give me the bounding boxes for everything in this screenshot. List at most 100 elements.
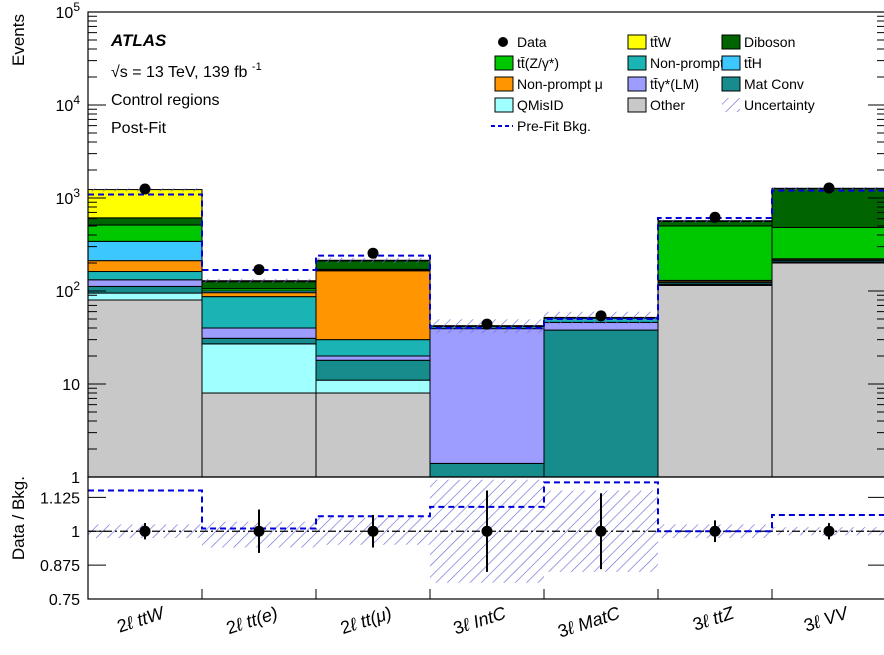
energy-label: √s = 13 TeV, 139 fb -1 (111, 61, 262, 81)
ratio-point (824, 526, 835, 537)
x-category-name: ℓ ttW (123, 602, 168, 634)
ratio-y-axis-title: Data / Bkg. (9, 476, 28, 560)
y-tick-label: 1 (71, 470, 80, 487)
legend-item: Mat Conv (722, 76, 804, 92)
legend-swatch (628, 77, 646, 91)
ratio-y-tick-label: 1 (71, 524, 80, 541)
x-category-label: 2ℓ ttW (115, 602, 169, 636)
x-category-label: 3ℓ IntC (451, 602, 509, 638)
x-category-name: ℓ tt(μ) (347, 603, 395, 636)
postfit-label: Post-Fit (111, 120, 167, 137)
y-tick-label-exponent: 2 (73, 279, 80, 293)
ratio-point (368, 526, 379, 537)
atlas-label: ATLAS (110, 31, 167, 50)
data-point (482, 319, 493, 330)
y-tick-label: 105 (56, 0, 81, 22)
ratio-panel (88, 480, 884, 583)
stack-segment-mat-conv (430, 463, 544, 477)
legend-swatch (495, 98, 513, 112)
x-category-name: ℓ VV (810, 602, 852, 633)
legend-label: QMisID (517, 97, 564, 113)
y-tick-label: 103 (56, 186, 81, 208)
energy-label-main: √s = 13 TeV, 139 fb (111, 64, 248, 81)
legend-swatch (628, 35, 646, 49)
x-category-label: 3ℓ MatC (555, 602, 623, 641)
y-tick-label-exponent: 3 (73, 186, 80, 200)
stack-segment-other (316, 393, 430, 477)
ratio-point (254, 526, 265, 537)
stack-segment-tt-z- (88, 225, 202, 241)
energy-label-sup: -1 (252, 61, 262, 73)
y-tick-label-exponent: 5 (73, 0, 80, 14)
ratio-point (140, 526, 151, 537)
y-tick-label-base: 10 (56, 284, 74, 301)
y-tick-label-exponent: 4 (73, 93, 80, 107)
legend-swatch (722, 77, 740, 91)
x-category-label: 2ℓ tt(μ) (338, 603, 394, 638)
stack-segment-tt-lm- (430, 329, 544, 464)
stack-segment-tt-z- (772, 227, 884, 258)
x-category-label: 2ℓ tt(e) (224, 603, 280, 638)
stack-segment-tt-lm- (202, 328, 316, 338)
legend-label: Other (650, 97, 685, 113)
legend-label: Non-prompt μ (517, 76, 603, 92)
stack-segment-mat-conv (202, 338, 316, 344)
legend-item: tt̄W (628, 34, 672, 50)
legend-label: tt̄W (650, 34, 672, 50)
legend-label: Uncertainty (744, 97, 815, 113)
legend-label: tt̄(Z/γ*) (517, 55, 559, 71)
y-tick-label-base: 10 (56, 5, 74, 22)
ratio-y-tick-label: 0.75 (49, 592, 80, 609)
uncertainty-band (202, 279, 316, 283)
stack-segment-mat-conv (316, 360, 430, 380)
ratio-y-tick-label: 1.125 (40, 490, 80, 507)
legend-label: Mat Conv (744, 76, 804, 92)
main-panel (88, 183, 884, 477)
x-category-name: ℓ MatC (564, 602, 623, 638)
stack-segment-qmisid (88, 293, 202, 300)
y-tick-label-base: 10 (56, 98, 74, 115)
ratio-point (482, 526, 493, 537)
data-point (596, 310, 607, 321)
x-category-label: 3ℓ VV (801, 602, 852, 635)
data-point (140, 183, 151, 194)
legend-item: QMisID (495, 97, 564, 113)
legend-item: Diboson (722, 34, 795, 50)
legend-label: Diboson (744, 34, 795, 50)
ratio-point (710, 526, 721, 537)
x-category-name: ℓ IntC (459, 602, 509, 635)
stack-segment-tt-lm- (316, 356, 430, 360)
stack-segment-non-prompt- (316, 271, 430, 340)
legend-label: tt̄γ*(LM) (650, 76, 699, 92)
ratio-y-tick-label: 0.875 (40, 558, 80, 575)
legend-label: Pre-Fit Bkg. (517, 118, 591, 134)
stack-group (88, 183, 884, 477)
legend-swatch (495, 77, 513, 91)
stack-segment-non-prompt- (202, 293, 316, 297)
y-tick-label-base: 10 (56, 191, 74, 208)
data-point (824, 183, 835, 194)
data-point (254, 264, 265, 275)
stack-segment-other (658, 285, 772, 477)
x-category-name: ℓ tt(e) (232, 603, 280, 636)
legend-swatch (628, 98, 646, 112)
legend-item: tt̄H (722, 55, 762, 71)
stack-segment-non-prompt-e (88, 272, 202, 280)
stack-segment-tt-lm- (88, 280, 202, 287)
stack-segment-non-prompt-e (316, 340, 430, 356)
stack-segment-non-prompt-e (202, 297, 316, 328)
atlas-labels: ATLAS √s = 13 TeV, 139 fb -1 Control reg… (110, 31, 262, 137)
x-category-name: ℓ ttZ (699, 602, 737, 631)
legend-label: Data (517, 34, 547, 50)
stack-segment-other (772, 263, 884, 477)
y-axis-title: Events (9, 14, 28, 66)
stack-segment-non-prompt- (88, 261, 202, 272)
legend-item: Non-prompt μ (495, 76, 603, 92)
ratio-group (88, 480, 884, 583)
legend-hatch-swatch (722, 98, 740, 112)
y-tick-label: 10 (62, 377, 80, 394)
stack-segment-diboson (772, 189, 884, 228)
legend-swatch (722, 35, 740, 49)
